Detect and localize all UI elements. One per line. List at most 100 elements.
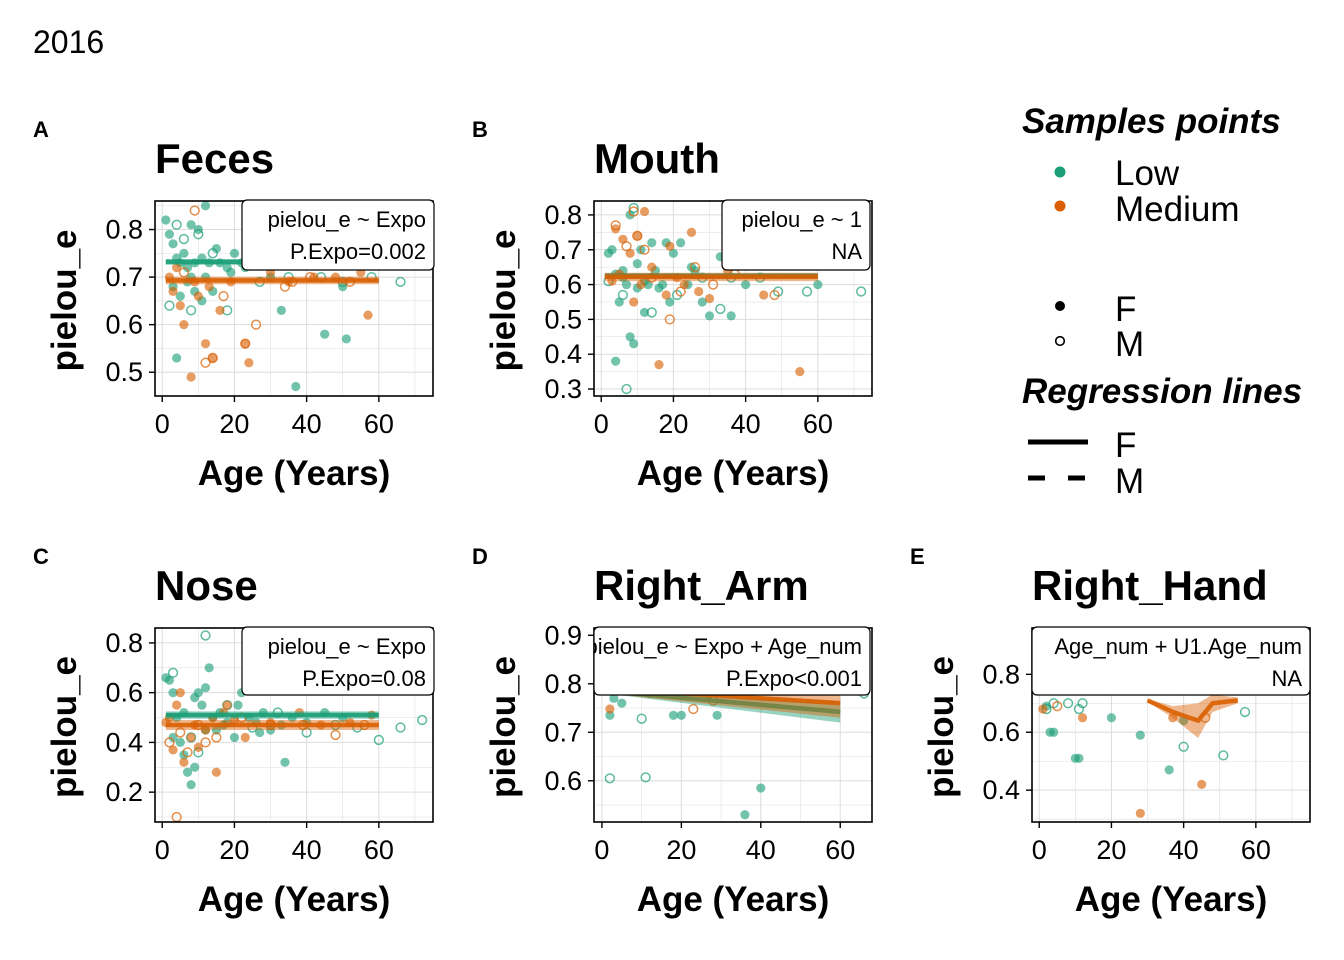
x-tick-label: 20 (219, 409, 249, 439)
data-point (686, 262, 697, 272)
legend-line-f-label: F (1115, 426, 1136, 465)
data-point (178, 267, 190, 278)
x-tick-label: 60 (825, 835, 855, 865)
x-tick-label: 60 (364, 409, 394, 439)
data-point (665, 241, 675, 251)
data-point (704, 293, 715, 304)
data-point (186, 372, 196, 382)
y-tick-label: 0.8 (105, 215, 143, 245)
data-point (1197, 779, 1207, 789)
panel-title: Feces (155, 135, 274, 182)
legend: Samples points Low Medium F M Regression… (1022, 102, 1302, 501)
data-point (715, 303, 726, 315)
data-point (636, 713, 647, 724)
data-point (759, 290, 769, 300)
x-tick-label: 40 (292, 835, 322, 865)
data-point (610, 220, 621, 231)
data-point (654, 283, 664, 293)
data-point (172, 262, 182, 273)
data-point (175, 688, 185, 698)
y-tick-label: 0.4 (105, 727, 143, 757)
legend-points-title: Samples points (1022, 102, 1281, 141)
y-axis-label: pielou_e (45, 656, 84, 798)
regression-line-medium (1146, 698, 1239, 724)
data-point (240, 338, 251, 349)
regression-band-medium (1147, 694, 1238, 739)
data-point (164, 675, 175, 685)
x-tick-label: 20 (1096, 835, 1126, 865)
annotation-pvalue: P.Expo<0.001 (726, 666, 862, 691)
data-point (179, 248, 189, 258)
x-axis-label: Age (Years) (637, 880, 830, 919)
data-point (215, 305, 225, 315)
annotation-text: pielou_e ~ Expo P.Expo=0.002 (268, 207, 426, 264)
ticks (149, 642, 380, 828)
y-tick-label: 0.2 (105, 777, 143, 807)
data-point (1168, 713, 1178, 723)
y-axis-label: pielou_e (922, 656, 961, 798)
data-point (1135, 730, 1145, 740)
annotation-background (593, 626, 871, 696)
data-point (250, 319, 262, 330)
x-tick-label: 40 (746, 835, 776, 865)
data-point (182, 767, 193, 777)
panel-tag: A (33, 117, 49, 142)
panel-C: C Nose 0 20 40 60 0.2 0.4 0.6 0.8 Age (Years) pielo… (33, 544, 435, 919)
data-point (1218, 750, 1229, 761)
y-tick-label: 0.6 (105, 678, 143, 708)
data-point (665, 297, 675, 307)
data-point (244, 358, 254, 368)
x-tick-label: 40 (1169, 835, 1199, 865)
data-point (164, 229, 175, 239)
x-tick-label: 20 (658, 409, 688, 439)
data-point (193, 742, 203, 752)
data-point (675, 286, 686, 297)
data-point (617, 289, 629, 301)
data-point (178, 233, 190, 245)
data-point (172, 700, 182, 710)
x-tick-label: 40 (292, 409, 322, 439)
legend-low-swatch (1054, 166, 1066, 178)
panel-tag: D (472, 544, 488, 569)
data-point (605, 704, 615, 714)
annotation-background (241, 199, 435, 271)
data-point (632, 231, 642, 241)
data-point (190, 693, 200, 703)
y-axis-label: pielou_e (484, 656, 523, 798)
data-point (664, 314, 675, 325)
x-tick-label: 0 (155, 835, 170, 865)
series-medium-F (607, 206, 805, 377)
data-point (207, 352, 218, 364)
data-point (255, 727, 265, 738)
data-point (200, 357, 211, 368)
y-tick-label: 0.6 (544, 766, 582, 796)
panel-tag: B (472, 117, 488, 142)
data-point (185, 305, 197, 316)
y-tick-label: 0.8 (982, 659, 1020, 689)
x-axis-label: Age (Years) (637, 454, 830, 493)
annotation-box: pielou_e ~ Expo + Age_num P.Expo<0.001 (593, 626, 871, 696)
x-tick-label: 20 (666, 835, 696, 865)
y-tick-label: 0.8 (544, 669, 582, 699)
x-tick-label: 40 (731, 409, 761, 439)
x-axis-label: Age (Years) (198, 454, 391, 493)
x-axis-label: Age (Years) (198, 880, 391, 919)
legend-female-filled-circle-icon (1055, 301, 1065, 311)
series-low-M (1041, 698, 1251, 761)
data-point (1074, 753, 1084, 763)
x-tick-label: 0 (1032, 835, 1047, 865)
data-point (813, 279, 823, 290)
y-tick-label: 0.3 (544, 374, 582, 404)
data-point (197, 700, 207, 710)
data-point (629, 297, 639, 307)
data-point (621, 241, 632, 252)
data-point (611, 356, 621, 366)
data-point (373, 734, 384, 746)
data-point (697, 297, 707, 307)
panel-title: Right_Arm (594, 562, 809, 609)
panel-title: Nose (155, 562, 258, 609)
y-tick-label: 0.6 (982, 717, 1020, 747)
data-point (629, 339, 639, 349)
data-point (207, 248, 218, 259)
